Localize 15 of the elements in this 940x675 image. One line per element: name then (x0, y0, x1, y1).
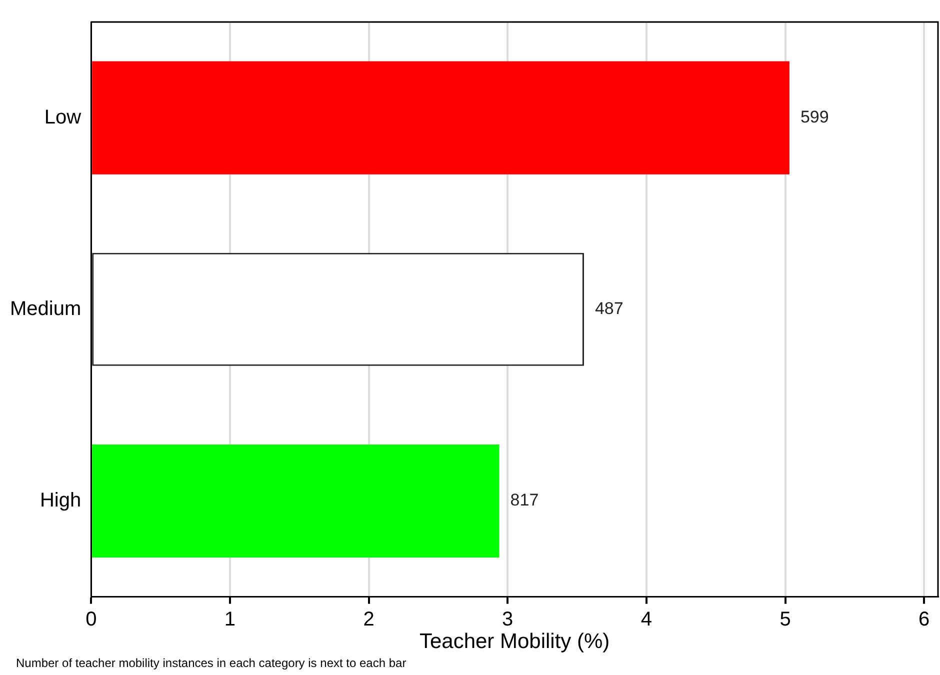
x-tick-label: 5 (780, 608, 791, 630)
x-axis-title: Teacher Mobility (%) (419, 630, 610, 654)
annotation: 487 (594, 299, 624, 318)
annotation: 599 (800, 107, 829, 126)
annotation: 817 (510, 490, 539, 510)
x-tick-label: 3 (502, 608, 514, 630)
x-tick-label: 6 (918, 608, 930, 630)
y-tick-label: Medium (10, 298, 82, 320)
x-tick-label: 1 (224, 608, 236, 630)
x-tick-label: 4 (640, 608, 652, 630)
x-tick-label: 2 (363, 608, 374, 630)
text: Number of teacher mobility instances in each category is next to each bar (16, 656, 406, 670)
y-tick-label: High (40, 490, 82, 512)
x-tick-label: 0 (86, 608, 97, 630)
y-tick-label: Low (44, 106, 82, 128)
